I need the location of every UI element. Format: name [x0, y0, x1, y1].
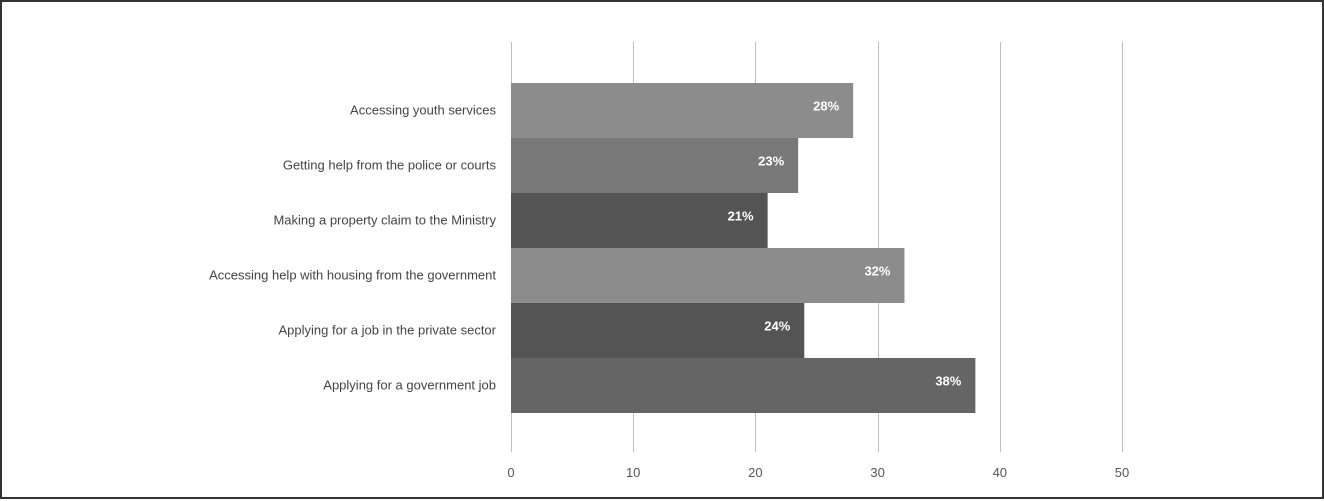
- x-tick-labels: 0 10 20 30 40 50: [507, 465, 1129, 480]
- data-label: 38%: [935, 374, 961, 389]
- data-label: 24%: [764, 319, 790, 334]
- data-label: 23%: [758, 154, 784, 169]
- bar-0: [511, 83, 854, 138]
- bar-2: [511, 193, 768, 248]
- bar-3: [511, 248, 905, 303]
- x-tick-label: 50: [1115, 465, 1129, 480]
- category-label: Making a property claim to the Ministry: [273, 213, 496, 228]
- category-label: Accessing youth services: [350, 103, 496, 118]
- x-tick-label: 40: [993, 465, 1007, 480]
- x-tick-label: 20: [748, 465, 762, 480]
- bar-5: [511, 358, 976, 413]
- x-tick-label: 30: [870, 465, 884, 480]
- data-label: 28%: [813, 99, 839, 114]
- category-labels: Accessing youth services Getting help fro…: [209, 103, 497, 393]
- x-tick-label: 10: [626, 465, 640, 480]
- x-tick-label: 0: [507, 465, 514, 480]
- bars: [511, 83, 976, 413]
- category-label: Applying for a government job: [323, 378, 496, 393]
- bar-4: [511, 303, 805, 358]
- category-label: Applying for a job in the private sector: [278, 323, 496, 338]
- category-label: Accessing help with housing from the gov…: [209, 268, 496, 283]
- bar-1: [511, 138, 799, 193]
- data-labels: 28% 23% 21% 32% 24% 38%: [728, 99, 962, 389]
- category-label: Getting help from the police or courts: [283, 158, 497, 173]
- data-label: 21%: [728, 209, 754, 224]
- data-label: 32%: [864, 264, 890, 279]
